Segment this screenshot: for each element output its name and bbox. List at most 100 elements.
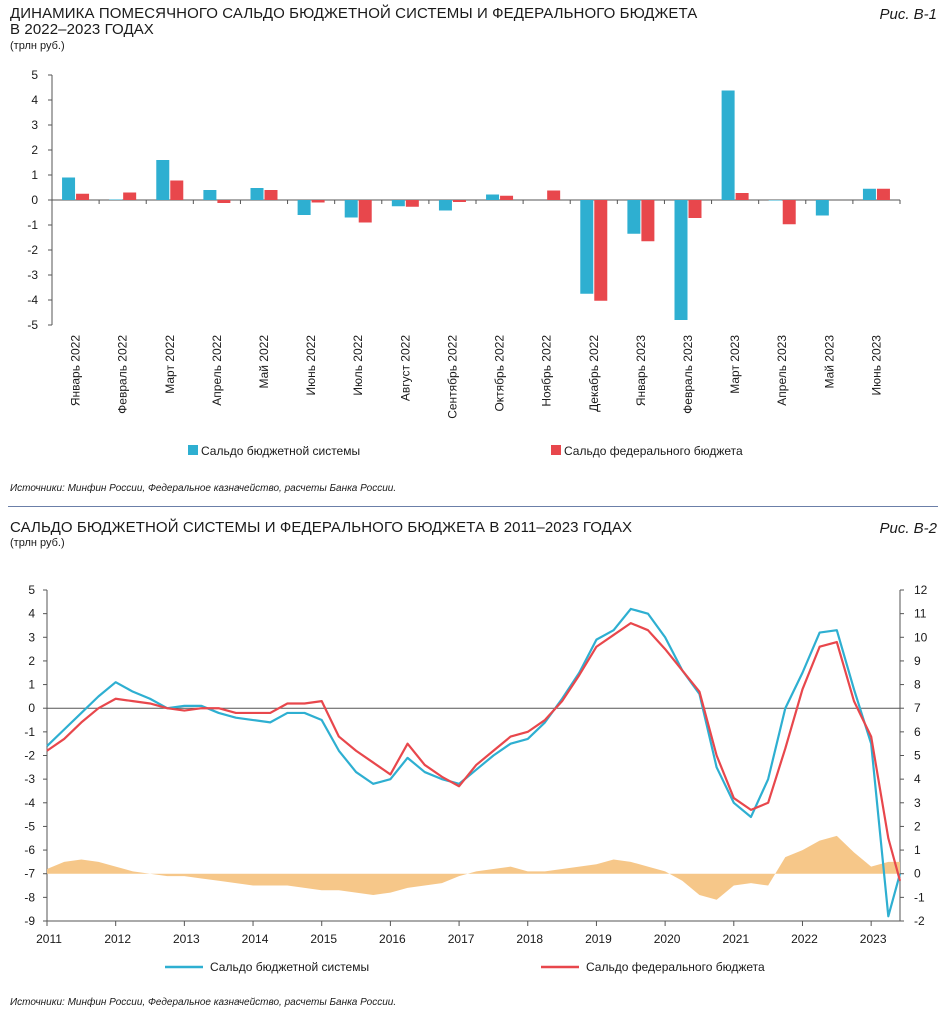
area-difference (47, 835, 900, 900)
y-tick-label: -3 (27, 268, 38, 282)
x-tick-label: 2021 (722, 932, 749, 946)
y-tick-label-right: 7 (914, 701, 921, 715)
x-tick-label: 2014 (242, 932, 269, 946)
y-tick-label-right: 2 (914, 819, 921, 833)
x-tick-label: 2018 (516, 932, 543, 946)
fig1-title-line2: В 2022–2023 ГОДАХ (10, 21, 154, 38)
bar-budget-system (391, 200, 405, 207)
fig2-title: САЛЬДО БЮДЖЕТНОЙ СИСТЕМЫ И ФЕДЕРАЛЬНОГО … (10, 519, 633, 536)
bar-federal-budget (688, 200, 702, 218)
legend-swatch-federal-budget (551, 445, 561, 455)
y-tick-label-right: 9 (914, 654, 921, 668)
y-tick-label-left: -4 (24, 796, 35, 810)
x-category-label: Май 2023 (822, 335, 836, 389)
section-divider (8, 506, 938, 507)
x-category-label: Февраль 2022 (116, 335, 130, 414)
bar-federal-budget (170, 180, 184, 200)
y-tick-label-left: -9 (24, 914, 35, 928)
fig2-unit: (трлн руб.) (10, 537, 65, 549)
bar-federal-budget (311, 200, 325, 203)
bar-budget-system (62, 177, 76, 200)
x-category-label: Июнь 2023 (869, 335, 883, 396)
y-tick-label-right: 0 (914, 867, 921, 881)
x-category-label: Август 2022 (398, 335, 412, 401)
y-tick-label: 2 (31, 143, 38, 157)
legend-label-budget-system: Сальдо бюджетной системы (210, 960, 369, 974)
y-tick-label-right: 8 (914, 678, 921, 692)
chart1-bar-chart: 5 4 3 2 1 0 -1 -2 -3 -4 -5 Январь 2022 Февраль 2022 М… (27, 68, 901, 458)
y-tick-label-left: -6 (24, 843, 35, 857)
y-tick-label-right: 4 (914, 772, 921, 786)
y-tick-label-right: 1 (914, 843, 921, 857)
y-tick-label-right: -2 (914, 914, 925, 928)
x-category-label: Март 2022 (163, 335, 177, 394)
bar-federal-budget (358, 200, 372, 223)
x-tick-label: 2019 (585, 932, 612, 946)
bar-federal-budget (405, 200, 419, 207)
legend-label-federal-budget: Сальдо федерального бюджета (564, 444, 743, 458)
x-category-label: Апрель 2023 (775, 335, 789, 406)
y-tick-label: 5 (31, 68, 38, 82)
bar-budget-system (109, 199, 123, 200)
x-tick-label: 2015 (310, 932, 337, 946)
y-tick-label-right: -1 (914, 890, 925, 904)
x-category-label: Январь 2022 (69, 335, 83, 406)
fig2-source: Источники: Минфин России, Федеральное ка… (10, 997, 397, 1008)
y-tick-label-right: 5 (914, 749, 921, 763)
x-category-label: Июль 2022 (351, 335, 365, 396)
y-tick-label-left: -1 (24, 725, 35, 739)
bar-federal-budget (876, 188, 890, 200)
bar-budget-system (156, 160, 170, 200)
bar-budget-system (721, 90, 735, 200)
line-budget-system (46, 607, 902, 918)
x-category-label: Май 2022 (257, 335, 271, 389)
fig2-label: Рис. В-2 (879, 520, 937, 537)
fig1-title-line1: ДИНАМИКА ПОМЕСЯЧНОГО САЛЬДО БЮДЖЕТНОЙ СИ… (10, 5, 698, 22)
y-tick-label-right: 10 (914, 630, 928, 644)
x-tick-label: 2013 (173, 932, 200, 946)
y-tick-label: -4 (27, 293, 38, 307)
x-category-label: Июнь 2022 (304, 335, 318, 396)
y-tick-label-left: 5 (28, 583, 35, 597)
bar-budget-system (438, 200, 452, 211)
x-category-label: Январь 2023 (634, 335, 648, 406)
y-tick-label: 4 (31, 93, 38, 107)
bar-federal-budget (500, 195, 514, 200)
y-tick-label: 3 (31, 118, 38, 132)
y-tick-label-left: 1 (28, 678, 35, 692)
bar-budget-system (674, 200, 688, 320)
bar-federal-budget (452, 200, 466, 202)
y-tick-label-left: -3 (24, 772, 35, 786)
y-tick-label-left: -7 (24, 867, 35, 881)
y-tick-label-left: 0 (28, 701, 35, 715)
x-tick-label: 2012 (104, 932, 131, 946)
line-federal-budget (46, 622, 902, 882)
y-tick-label: 1 (31, 168, 38, 182)
y-tick-label-left: -8 (24, 890, 35, 904)
fig1-unit: (трлн руб.) (10, 40, 65, 52)
x-tick-label: 2016 (379, 932, 406, 946)
bar-federal-budget (641, 200, 655, 242)
x-tick-label: 2011 (36, 932, 62, 946)
bar-federal-budget (782, 200, 796, 225)
bar-budget-system (627, 200, 641, 234)
bar-budget-system (344, 200, 358, 218)
y-tick-label-left: -5 (24, 819, 35, 833)
bar-budget-system (297, 200, 311, 215)
bar-federal-budget (76, 193, 90, 200)
bar-budget-system (768, 200, 782, 201)
x-category-label: Октябрь 2022 (493, 335, 507, 412)
y-tick-label-left: 4 (28, 607, 35, 621)
bar-federal-budget (594, 200, 608, 301)
bar-budget-system (486, 194, 500, 200)
y-tick-label: -5 (27, 318, 38, 332)
x-category-label: Сентябрь 2022 (445, 335, 459, 419)
y-tick-label: 0 (31, 193, 38, 207)
x-tick-label: 2023 (860, 932, 887, 946)
x-category-label: Ноябрь 2022 (540, 335, 554, 407)
x-category-label: Апрель 2022 (210, 335, 224, 406)
legend-label-budget-system: Сальдо бюджетной системы (201, 444, 360, 458)
y-tick-label-left: -2 (24, 749, 35, 763)
bar-federal-budget (123, 192, 137, 200)
